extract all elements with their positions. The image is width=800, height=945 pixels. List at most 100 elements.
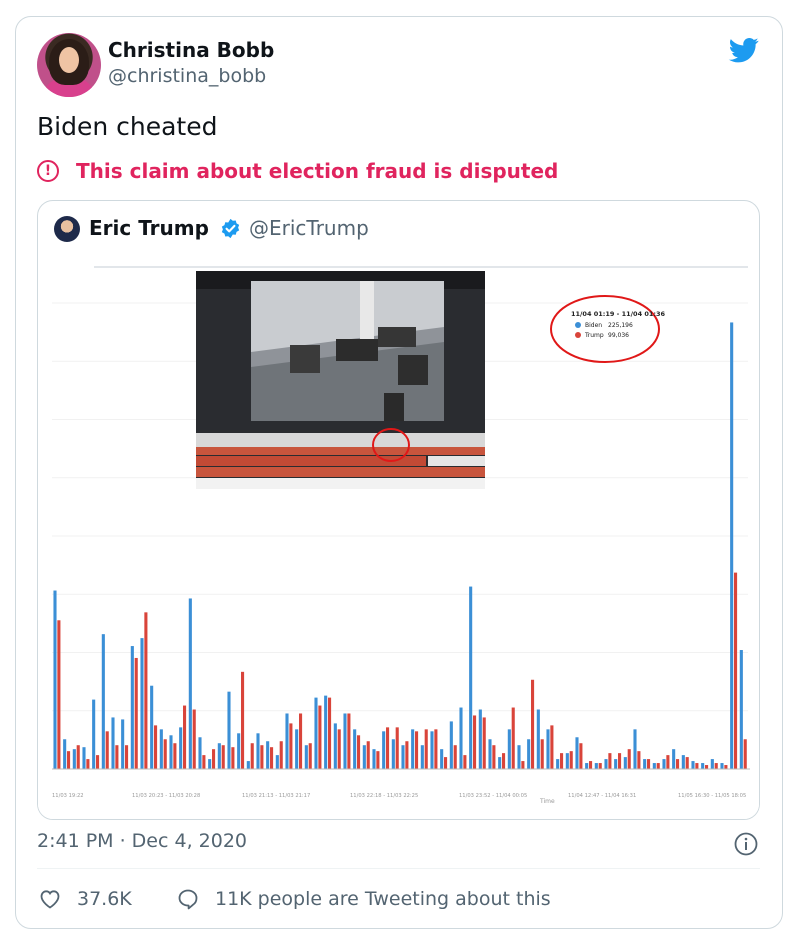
bar-trump — [405, 741, 409, 769]
bar-biden — [411, 729, 415, 769]
bar-biden — [575, 737, 579, 769]
bar-biden — [82, 747, 86, 769]
bar-biden — [159, 729, 163, 769]
bar-biden — [681, 755, 685, 769]
disputed-notice-text: This claim about election fraud is dispu… — [76, 159, 559, 183]
bar-trump — [376, 751, 380, 769]
bar-biden — [701, 763, 705, 769]
tweet-text: Biden cheated — [37, 112, 218, 141]
bar-trump — [724, 765, 728, 769]
bar-trump — [695, 763, 699, 769]
bar-biden — [333, 723, 337, 769]
bar-biden — [372, 749, 376, 769]
bar-biden — [256, 733, 260, 769]
bar-biden — [208, 759, 212, 769]
bar-biden — [92, 699, 96, 769]
author-name[interactable]: Christina Bobb — [108, 38, 275, 62]
bar-trump — [163, 739, 167, 769]
conversation-link[interactable]: 11K people are Tweeting about this — [175, 885, 551, 913]
bar-biden — [565, 753, 569, 769]
bar-trump — [598, 763, 602, 769]
bar-trump — [279, 741, 283, 769]
info-icon[interactable] — [734, 832, 758, 856]
bar-biden — [391, 739, 395, 769]
bar-trump — [115, 745, 119, 769]
bar-trump — [299, 713, 303, 769]
like-button[interactable]: 37.6K — [37, 885, 132, 913]
tooltip-trump-value: 99,036 — [608, 332, 629, 339]
bar-biden — [266, 741, 270, 769]
bar-biden — [672, 749, 676, 769]
bar-biden — [246, 761, 250, 769]
tweet-timestamp[interactable]: 2:41 PM · Dec 4, 2020 — [37, 830, 248, 852]
bar-trump — [173, 743, 177, 769]
bar-biden — [498, 757, 502, 769]
bar-trump — [395, 727, 399, 769]
chart-tooltip: 11/04 01:19 - 11/04 01:36 Biden 225,196 … — [550, 295, 666, 363]
bar-trump — [618, 753, 622, 769]
bar-biden — [430, 731, 434, 769]
bar-biden — [304, 745, 308, 769]
bar-trump — [366, 741, 370, 769]
quoted-tweet[interactable]: Eric Trump @EricTrump 11/03 19:22 11/03 2… — [37, 200, 760, 820]
bar-biden — [111, 717, 115, 769]
verified-badge-icon — [221, 218, 240, 239]
tooltip-biden-swatch — [575, 322, 581, 328]
bar-trump — [444, 757, 448, 769]
bar-biden — [420, 745, 424, 769]
bar-trump — [492, 745, 496, 769]
quoted-author-avatar — [54, 216, 80, 242]
x-axis-label: Time — [539, 798, 555, 805]
bar-biden — [324, 695, 328, 769]
bar-biden — [169, 735, 173, 769]
bar-trump — [183, 705, 187, 769]
bar-biden — [275, 755, 279, 769]
bar-biden — [594, 763, 598, 769]
tooltip-trump-label: Trump — [584, 332, 604, 339]
bar-trump — [569, 751, 573, 769]
bar-biden — [237, 733, 241, 769]
bar-biden — [556, 759, 560, 769]
bar-trump — [357, 735, 361, 769]
bar-biden — [633, 729, 637, 769]
twitter-bird-icon[interactable] — [727, 35, 761, 65]
bar-biden — [720, 763, 724, 769]
bar-trump — [743, 739, 747, 769]
tooltip-biden-label: Biden — [585, 322, 602, 329]
bar-biden — [179, 727, 183, 769]
bar-trump — [676, 759, 680, 769]
bar-trump — [289, 723, 293, 769]
author-avatar[interactable] — [37, 33, 101, 97]
bar-biden — [130, 646, 134, 769]
bar-biden — [401, 745, 405, 769]
bar-trump — [434, 729, 438, 769]
bar-trump — [453, 745, 457, 769]
bar-biden — [623, 757, 627, 769]
disputed-notice[interactable]: ! This claim about election fraud is dis… — [37, 158, 558, 184]
bar-biden — [63, 739, 67, 769]
exclamation-circle-icon: ! — [37, 160, 59, 182]
divider — [37, 868, 760, 869]
bar-biden — [546, 729, 550, 769]
video-still-inset — [196, 271, 485, 489]
bar-trump — [521, 761, 525, 769]
bar-biden — [662, 759, 666, 769]
bar-trump — [734, 572, 738, 769]
quoted-author-name: Eric Trump — [89, 216, 209, 240]
bar-trump — [260, 745, 264, 769]
bar-trump — [550, 725, 554, 769]
x-tick-label: 11/03 22:18 - 11/03 22:25 — [350, 793, 418, 799]
bar-trump — [125, 745, 129, 769]
bar-biden — [691, 761, 695, 769]
bar-biden — [536, 709, 540, 769]
bar-biden — [604, 759, 608, 769]
author-handle[interactable]: @christina_bobb — [108, 65, 267, 87]
bar-biden — [140, 638, 144, 769]
bar-trump — [154, 725, 158, 769]
bar-trump — [144, 612, 148, 769]
bar-biden — [643, 759, 647, 769]
bar-trump — [105, 731, 109, 769]
bar-biden — [343, 713, 347, 769]
bar-trump — [647, 759, 651, 769]
bar-trump — [579, 743, 583, 769]
